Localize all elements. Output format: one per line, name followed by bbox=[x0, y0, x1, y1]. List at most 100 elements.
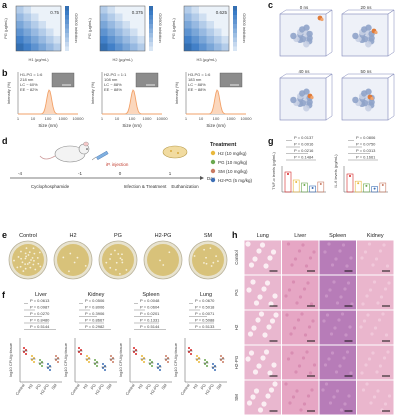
cfu-ylabel: log10 CFU/g tissue bbox=[173, 342, 178, 377]
heatmap-cell bbox=[38, 28, 46, 36]
cfu-point bbox=[96, 365, 98, 367]
heatmap-cell bbox=[137, 43, 145, 51]
cfu-point bbox=[94, 363, 96, 365]
cfu-point bbox=[104, 365, 106, 367]
plate-label: Control bbox=[19, 233, 37, 239]
cfu-pvalue: P = 0.2982 bbox=[85, 324, 105, 329]
histology-image bbox=[319, 380, 356, 415]
cfu-point bbox=[41, 365, 43, 367]
cfu-point bbox=[214, 365, 216, 367]
heatmap-cell bbox=[221, 13, 229, 21]
heatmap-cell bbox=[191, 28, 199, 36]
dls-tick: 100 bbox=[45, 116, 52, 121]
cfu-point bbox=[23, 347, 25, 349]
heatmap-cell bbox=[107, 6, 115, 14]
cfu-group-label: H2 bbox=[27, 382, 34, 390]
heatmap-cell bbox=[53, 36, 61, 44]
dls-info-line: H2-PG = 1:1 bbox=[104, 72, 127, 77]
cfu-pvalue: P = 0.5088 bbox=[195, 318, 215, 323]
cfu-group-label: PG bbox=[144, 383, 151, 391]
cfu-point bbox=[31, 359, 33, 361]
heatmap-cell bbox=[122, 36, 130, 44]
cfu-ylabel: log10 CFU/g tissue bbox=[118, 342, 123, 377]
panel-h-histology: Lung Liver Spleen Kidney Control PG H2 H2-PG SM bbox=[234, 233, 394, 415]
panel-c-label: c bbox=[268, 0, 274, 10]
cfu-point bbox=[143, 357, 145, 359]
cfu-point bbox=[212, 363, 214, 365]
histology-image bbox=[282, 240, 319, 275]
tem-inset-image bbox=[51, 72, 75, 88]
timeline-tick-day: Day bbox=[207, 176, 216, 181]
cfu-group-label: SM bbox=[105, 383, 113, 391]
dls-info-line: EE ~ 88% bbox=[104, 87, 122, 92]
heatmap-cell bbox=[16, 21, 24, 29]
heatmap-cell bbox=[206, 13, 214, 21]
cfu-group-label: H2 bbox=[82, 382, 89, 390]
cfu-point bbox=[94, 359, 96, 361]
heatmap-cell bbox=[214, 13, 222, 21]
dls-info-line: EE ~ 82% bbox=[20, 87, 38, 92]
cfu-pvalue: P = 0.5018 bbox=[195, 305, 215, 310]
heatmap-cell bbox=[31, 13, 39, 21]
cfu-point bbox=[159, 369, 161, 371]
treatment-marker bbox=[210, 150, 216, 156]
heatmap-cell bbox=[184, 6, 192, 14]
cfu-group-label: H2-PG bbox=[94, 383, 105, 396]
cfu-point bbox=[206, 365, 208, 367]
cfu-point bbox=[159, 365, 161, 367]
heatmap-cell bbox=[16, 36, 24, 44]
cfu-group-label: SM bbox=[50, 383, 58, 391]
md-frame-40ns: 40 ns bbox=[279, 69, 333, 121]
md-time-label: 0 ns bbox=[300, 5, 309, 10]
heatmap-cell bbox=[130, 43, 138, 51]
cfu-point bbox=[39, 363, 41, 365]
panel-h-label: h bbox=[232, 230, 238, 240]
cytokine-pvalue: P = 0.1484 bbox=[294, 155, 314, 160]
heatmap-cell bbox=[199, 28, 207, 36]
cytokine-pvalue: P = 0.0806 bbox=[356, 136, 376, 140]
histology-row-label: PG bbox=[234, 289, 239, 296]
heatmap-value: 0.625 bbox=[216, 10, 228, 15]
heatmap-cell bbox=[115, 36, 123, 44]
heatmap-cell bbox=[53, 43, 61, 51]
heatmap-cell bbox=[115, 6, 123, 14]
cytokine-bar bbox=[371, 186, 378, 193]
heatmap-cell bbox=[115, 21, 123, 29]
cfu-point bbox=[112, 357, 114, 359]
cfu-point bbox=[165, 359, 167, 361]
cfu-point bbox=[165, 355, 167, 357]
cfu-point bbox=[196, 359, 198, 361]
cfu-point bbox=[167, 361, 169, 363]
dls-info-line: H1-PG = 1:6 bbox=[20, 72, 43, 77]
cfu-group-label: PG bbox=[34, 383, 41, 391]
histology-row-label: Control bbox=[234, 250, 239, 265]
heatmap-cell bbox=[16, 13, 24, 21]
heatmap-cell bbox=[199, 6, 207, 14]
cfu-point bbox=[78, 347, 80, 349]
cfu-point bbox=[96, 361, 98, 363]
cfu-pvalue: P = 0.1331 bbox=[140, 318, 160, 323]
heatmap-cell bbox=[206, 21, 214, 29]
heatmap-cell bbox=[38, 6, 46, 14]
cfu-pvalue: P = 0.5144 bbox=[30, 324, 50, 329]
heatmap-cell bbox=[38, 13, 46, 21]
heatmap-cell bbox=[122, 28, 130, 36]
heatmap-cell bbox=[184, 13, 192, 21]
cfu-title: Kidney bbox=[88, 292, 105, 298]
cfu-point bbox=[80, 353, 82, 355]
dls-info-line: 218 nm bbox=[20, 77, 34, 82]
cytokine-pvalue: P = 0.0016 bbox=[294, 142, 314, 147]
dls-info-line: 183 nm bbox=[188, 77, 202, 82]
cfu-pvalue: P = 0.0071 bbox=[195, 311, 215, 316]
treatment-marker bbox=[210, 177, 216, 183]
heatmap-h1-pg: 0.75 H1 (μg/mL) PG (μg/mL) OD600 inhibition bbox=[3, 5, 79, 62]
dls-tick: 10000 bbox=[240, 116, 252, 121]
md-frame-50ns: 50 ns bbox=[341, 69, 395, 121]
treatment-marker bbox=[210, 159, 216, 165]
md-frame-20ns: 20 ns bbox=[341, 5, 395, 57]
cfu-point bbox=[55, 359, 57, 361]
dls-ylabel: Intensity (%) bbox=[90, 81, 95, 104]
